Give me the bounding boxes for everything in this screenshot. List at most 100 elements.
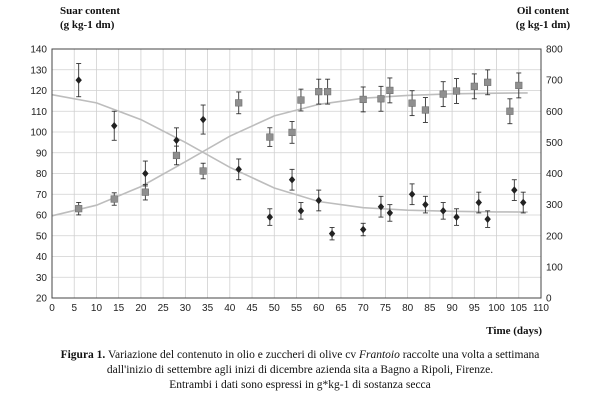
diamond-marker [328, 229, 336, 238]
caption-line1-b: raccolte una volta a settimana [399, 349, 540, 361]
sugar-point [142, 160, 149, 187]
sugar-point [266, 208, 274, 226]
square-marker [110, 195, 118, 203]
x-tick-label: 5 [71, 303, 77, 314]
oil-point [199, 162, 207, 180]
square-marker [141, 188, 149, 196]
square-marker [408, 99, 416, 107]
x-tick-label: 70 [358, 303, 370, 314]
x-tick-label: 95 [469, 303, 481, 314]
grid [51, 48, 542, 299]
x-axis-title: Time (days) [486, 325, 542, 337]
x-tick-label: 0 [49, 303, 55, 314]
caption-cultivar: Frantoio [358, 349, 400, 361]
y-left-tick-label: 140 [30, 45, 47, 56]
sugar-point [484, 210, 491, 228]
square-marker [75, 205, 83, 213]
right-axis-title-line1: Oil content [517, 5, 570, 17]
oil-point [266, 127, 274, 147]
diamond-marker [520, 198, 527, 207]
sugar-point [288, 168, 296, 191]
oil-point [141, 183, 149, 201]
sugar-point [359, 222, 367, 237]
diamond-marker [484, 215, 491, 223]
oil-point [470, 73, 478, 100]
diamond-marker [408, 190, 416, 199]
figure-caption: Figura 1. Variazione del contenuto in ol… [10, 348, 590, 393]
caption-line-1: Figura 1. Variazione del contenuto in ol… [10, 348, 590, 363]
oil-point [172, 145, 181, 166]
y-left-tick-label: 100 [30, 128, 47, 139]
diamond-marker [266, 213, 274, 221]
sugar-point [453, 208, 460, 226]
x-tick-label: 10 [91, 303, 103, 314]
diamond-marker [440, 207, 447, 215]
diamond-marker [359, 225, 367, 234]
square-marker [359, 95, 367, 104]
oil-point [235, 91, 243, 115]
left-axis-title-line2: (g kg-1 dm) [60, 19, 115, 31]
x-tick-label: 55 [291, 303, 303, 314]
y-right-tick-label: 100 [546, 262, 563, 273]
y-right-tick-label: 0 [546, 294, 552, 305]
sugar-point [386, 204, 394, 222]
y-left-tick-label: 60 [36, 211, 48, 222]
square-marker [484, 78, 492, 86]
tick-labels: 0 5 10 15 20 25 30 35 40 45 50 55 60 65 70 75 80 85 90 95 10… [30, 45, 563, 315]
sugar-point [75, 63, 82, 98]
fit-curve-left [51, 93, 528, 213]
sugar-point [199, 104, 207, 135]
y-left-tick-label: 80 [36, 169, 48, 180]
diamond-marker [422, 200, 429, 209]
sugar-point [440, 202, 447, 220]
sugar-point [511, 179, 518, 201]
x-tick-label: 65 [335, 303, 347, 314]
x-tick-label: 45 [246, 303, 258, 314]
diamond-marker [111, 121, 118, 130]
x-tick-label: 105 [510, 303, 527, 314]
diamond-marker [235, 165, 242, 174]
y-left-tick-label: 120 [30, 86, 47, 97]
x-tick-label: 75 [380, 303, 392, 314]
diamond-marker [297, 207, 305, 215]
square-marker [199, 167, 207, 175]
y-right-tick-label: 500 [546, 138, 563, 149]
y-left-tick-label: 70 [36, 190, 48, 201]
square-marker [297, 96, 305, 104]
diamond-marker [386, 209, 394, 217]
oil-point [386, 77, 394, 104]
square-marker [266, 133, 274, 141]
y-right-tick-label: 600 [546, 107, 563, 118]
x-tick-label: 100 [488, 303, 505, 314]
sugar-point [235, 158, 242, 181]
oil-point [359, 86, 367, 113]
oil-point [315, 78, 323, 105]
oil-point [484, 69, 492, 96]
diamond-marker [511, 186, 518, 194]
sugar-point [315, 189, 322, 212]
diamond-marker [142, 169, 149, 178]
square-marker [515, 81, 523, 90]
caption-line1-a: Variazione del contenuto in olio e zucch… [105, 349, 359, 361]
x-tick-label: 90 [447, 303, 459, 314]
diamond-marker [315, 196, 322, 205]
sugar-point [475, 191, 482, 214]
diamond-marker [199, 115, 207, 124]
square-marker [235, 99, 243, 107]
square-marker [452, 87, 461, 95]
square-marker [315, 88, 323, 96]
y-left-tick-label: 20 [36, 294, 48, 305]
y-left-tick-label: 50 [36, 231, 48, 242]
y-right-tick-label: 400 [546, 169, 563, 180]
x-tick-label: 35 [202, 303, 214, 314]
chart: Suar content (g kg-1 dm) Oil content (g … [30, 5, 570, 337]
x-tick-label: 50 [269, 303, 281, 314]
oil-point [439, 81, 447, 108]
sugar-point [328, 226, 336, 241]
square-marker [439, 90, 447, 98]
square-marker [288, 128, 296, 137]
x-tick-label: 85 [424, 303, 436, 314]
sugar-point [297, 202, 305, 220]
oil-point [408, 90, 416, 117]
x-tick-label: 80 [402, 303, 414, 314]
